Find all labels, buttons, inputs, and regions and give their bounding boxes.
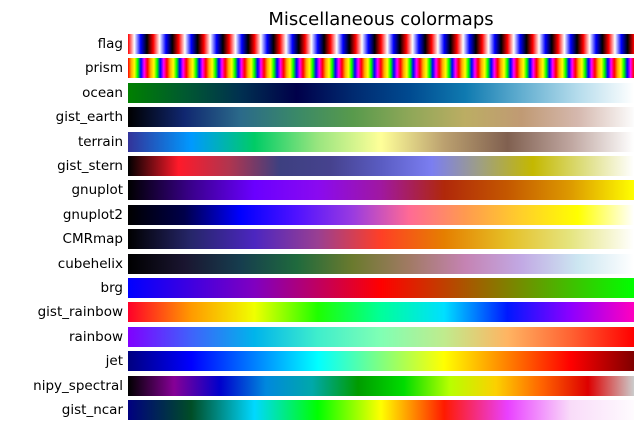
- colormap-row: gist_rainbow: [0, 302, 640, 323]
- colormap-label: gist_ncar: [61, 402, 123, 418]
- colormap-label: brg: [100, 280, 123, 296]
- colormap-row: gist_stern: [0, 156, 640, 176]
- colormap-bar: [128, 400, 634, 420]
- colormap-label: jet: [105, 353, 123, 370]
- colormap-bar: [128, 229, 634, 250]
- colormap-label: flag: [97, 36, 123, 52]
- colormap-bar: [128, 82, 634, 103]
- colormap-label: gnuplot2: [62, 206, 123, 223]
- colormap-bar: [128, 131, 634, 152]
- colormap-row: gist_ncar: [0, 400, 640, 420]
- colormap-row: rainbow: [0, 326, 640, 347]
- colormap-bar: [128, 253, 634, 274]
- colormap-label: gist_rainbow: [37, 304, 123, 321]
- colormap-row: ocean: [0, 82, 640, 103]
- colormap-row: brg: [0, 278, 640, 298]
- colormap-label: gnuplot: [71, 182, 123, 199]
- colormap-label: cubehelix: [57, 255, 123, 272]
- colormap-bar: [128, 107, 634, 128]
- colormap-row: CMRmap: [0, 229, 640, 250]
- colormap-row: cubehelix: [0, 253, 640, 274]
- colormap-row: gnuplot: [0, 180, 640, 201]
- colormap-bar: [128, 34, 634, 54]
- colormap-row: terrain: [0, 131, 640, 152]
- colormap-label: prism: [84, 60, 123, 77]
- colormap-bar: [128, 180, 634, 201]
- colormap-row: flag: [0, 34, 640, 54]
- colormap-row: gnuplot2: [0, 204, 640, 225]
- figure-title: Miscellaneous colormaps: [268, 9, 494, 30]
- colormap-bar: [128, 375, 634, 396]
- colormap-label: nipy_spectral: [33, 377, 123, 394]
- colormap-label: gist_earth: [55, 109, 123, 126]
- colormap-bar: [128, 278, 634, 298]
- colormap-bar: [128, 326, 634, 347]
- colormap-bar: [128, 351, 634, 372]
- colormap-row: jet: [0, 351, 640, 372]
- colormap-label: ocean: [82, 84, 123, 101]
- colormap-bar: [128, 156, 634, 176]
- colormap-label: gist_stern: [57, 158, 123, 174]
- colormap-row: gist_earth: [0, 107, 640, 128]
- colormap-row: prism: [0, 58, 640, 79]
- colormap-row: nipy_spectral: [0, 375, 640, 396]
- colormap-bar: [128, 58, 634, 79]
- colormap-label: CMRmap: [62, 231, 123, 248]
- colormap-bar: [128, 204, 634, 225]
- colormap-label: terrain: [77, 133, 123, 150]
- colormap-label: rainbow: [69, 328, 123, 345]
- colormap-bar: [128, 302, 634, 323]
